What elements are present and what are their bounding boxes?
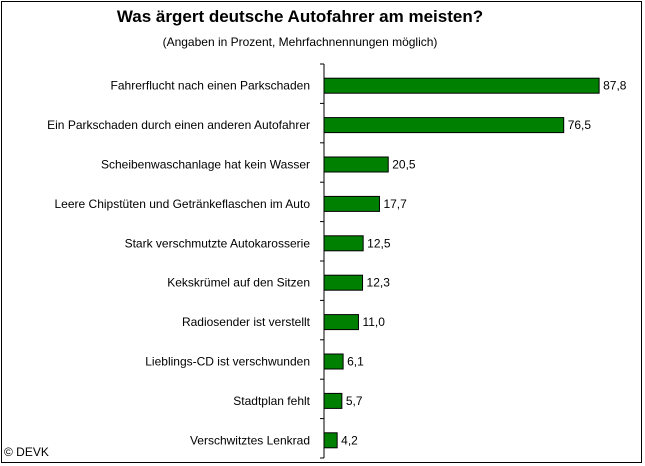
bar xyxy=(323,314,359,331)
credit-label: © DEVK xyxy=(4,445,49,459)
bar xyxy=(323,195,380,212)
category-label: Leere Chipstüten und Getränkeflaschen im… xyxy=(55,197,311,211)
bar xyxy=(323,156,389,173)
value-label: 12,5 xyxy=(367,236,391,250)
category-label: Ein Parkschaden durch einen anderen Auto… xyxy=(47,118,310,132)
value-label: 20,5 xyxy=(392,158,416,172)
category-label: Stadtplan fehlt xyxy=(233,394,310,408)
bar xyxy=(323,353,344,370)
category-label: Fahrerflucht nach einen Parkschaden xyxy=(111,79,310,93)
value-label: 12,3 xyxy=(367,276,391,290)
category-label: Lieblings-CD ist verschwunden xyxy=(145,355,310,369)
bar xyxy=(323,235,364,252)
chart-subtitle: (Angaben in Prozent, Mehrfachnennungen m… xyxy=(162,35,438,49)
category-label: Verschwitztes Lenkrad xyxy=(190,433,310,447)
chart-title: Was ärgert deutsche Autofahrer am meiste… xyxy=(116,7,484,26)
bar xyxy=(323,432,338,449)
value-label: 6,1 xyxy=(347,355,364,369)
value-label: 4,2 xyxy=(341,433,358,447)
bar xyxy=(323,117,565,134)
value-label: 11,0 xyxy=(362,315,385,329)
category-label: Kekskrümel auf den Sitzen xyxy=(167,276,310,290)
bar xyxy=(323,77,600,94)
bar xyxy=(323,274,364,291)
category-label: Scheibenwaschanlage hat kein Wasser xyxy=(101,158,310,172)
category-label: Stark verschmutzte Autokarosserie xyxy=(125,236,311,250)
category-label: Radiosender ist verstellt xyxy=(182,315,311,329)
bar xyxy=(323,392,343,409)
value-label: 76,5 xyxy=(568,118,592,132)
value-label: 17,7 xyxy=(383,197,407,211)
value-label: 87,8 xyxy=(603,79,627,93)
value-label: 5,7 xyxy=(346,394,363,408)
